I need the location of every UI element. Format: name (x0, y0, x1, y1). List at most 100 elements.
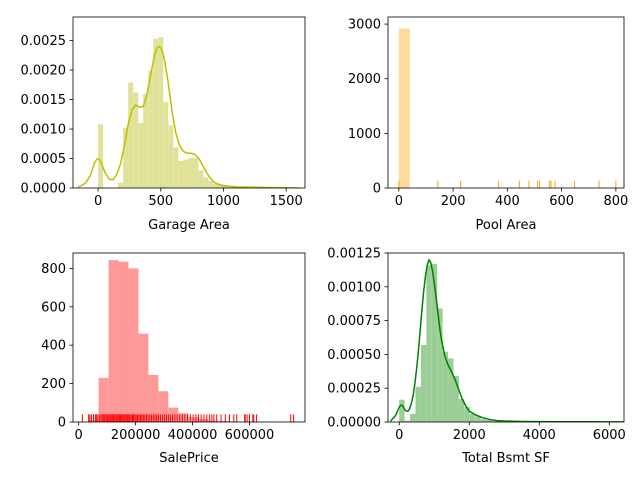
bsmt-bar (486, 419, 492, 422)
bsmt-ytick-label: 0.00050 (327, 348, 381, 363)
garage-bar (123, 127, 129, 188)
garage-bar (158, 37, 164, 188)
saleprice-axes: 0 200000 400000 600000 0 200 400 600 800 (41, 252, 306, 443)
saleprice-xtick-label: 200000 (111, 428, 161, 443)
bsmt-bar (469, 413, 476, 422)
bsmt-plot-area (389, 259, 624, 422)
subplot-saleprice: 0 200000 400000 600000 0 200 400 600 800 SalePri… (41, 252, 306, 466)
saleprice-bar (128, 268, 139, 422)
garage-bar (183, 159, 189, 188)
pool-area-xlabel: Pool Area (476, 218, 537, 233)
garage-bar (193, 157, 199, 188)
pool-xtick-label: 400 (495, 194, 520, 209)
bsmt-bar (480, 419, 487, 422)
bsmt-kde-line (389, 259, 624, 422)
garage-xtick-label: 0 (94, 194, 102, 209)
garage-ytick-label: 0.0005 (21, 152, 67, 167)
garage-plot-area (77, 37, 304, 188)
bsmt-bar (420, 344, 427, 422)
garage-bar (168, 125, 174, 188)
saleprice-bar (148, 374, 159, 422)
saleprice-ytick-label: 400 (41, 339, 66, 354)
saleprice-bar (208, 420, 219, 422)
garage-bar (143, 93, 149, 188)
saleprice-plot-area (81, 260, 298, 422)
bsmt-ytick-label: 0.00000 (327, 416, 381, 431)
garage-ytick-label: 0.0015 (21, 93, 67, 108)
garage-bar (213, 183, 219, 188)
pool-plot-area (398, 28, 617, 188)
garage-ytick-label: 0.0025 (21, 34, 67, 49)
pool-xtick-label: 200 (441, 194, 466, 209)
garage-bar (178, 160, 184, 188)
garage-xtick-label: 500 (148, 194, 173, 209)
saleprice-bar (218, 420, 229, 422)
bsmt-bar (475, 416, 481, 422)
pool-ytick-label: 3000 (348, 18, 381, 33)
pool-xtick-label: 800 (603, 194, 628, 209)
garage-ytick-label: 0.0020 (21, 64, 67, 79)
bsmt-bar (404, 420, 411, 422)
garage-bar (163, 101, 169, 188)
garage-bar (208, 180, 214, 188)
pool-bar (398, 28, 405, 188)
pool-xtick-label: 600 (549, 194, 574, 209)
garage-bar (128, 82, 134, 188)
pool-ytick-label: 1000 (348, 127, 381, 142)
saleprice-bar (118, 261, 129, 422)
subplot-pool-area: 0 200 400 600 800 0 1000 2000 3000 Pool Area (348, 16, 628, 233)
bsmt-bar (464, 407, 470, 422)
subplot-garage-area: 0 500 1000 1500 0.0000 0.0005 0.0010 0.0015 0.00… (21, 16, 306, 233)
bsmt-xtick-label: 2000 (453, 428, 486, 443)
bsmt-ytick-label: 0.00075 (327, 314, 381, 329)
bsmt-bar (448, 358, 454, 422)
bsmt-bar (410, 413, 416, 422)
total-bsmt-sf-xlabel: Total Bsmt SF (461, 451, 550, 466)
garage-xtick-label: 1000 (207, 194, 240, 209)
bsmt-bar (415, 386, 421, 422)
pool-ytick-label: 0 (373, 182, 381, 197)
saleprice-ytick-label: 800 (41, 262, 66, 277)
bsmt-bar (453, 376, 459, 422)
bsmt-xtick-label: 0 (395, 428, 403, 443)
saleprice-bar (138, 333, 149, 422)
pool-ytick-label: 2000 (348, 72, 381, 87)
garage-bar (148, 70, 154, 188)
pool-axes-frame (387, 16, 625, 189)
garage-area-axes: 0 500 1000 1500 0.0000 0.0005 0.0010 0.0015 0.00… (21, 16, 306, 209)
saleprice-bar (98, 377, 109, 422)
garage-kde-line (77, 45, 299, 188)
bsmt-bar (491, 420, 497, 422)
saleprice-xtick-label: 0 (75, 428, 83, 443)
bsmt-xtick-label: 4000 (523, 428, 556, 443)
bsmt-bar (458, 399, 465, 422)
garage-bar (133, 92, 139, 188)
garage-area-xlabel: Garage Area (148, 218, 230, 233)
saleprice-xtick-label: 600000 (225, 428, 275, 443)
saleprice-bar (108, 260, 119, 422)
garage-ytick-label: 0.0010 (21, 123, 67, 138)
saleprice-xtick-label: 400000 (168, 428, 218, 443)
garage-bar (98, 124, 104, 188)
saleprice-bar (158, 391, 169, 422)
bsmt-bar (426, 265, 432, 422)
bsmt-bar (442, 351, 449, 422)
bsmt-axes-frame (387, 252, 625, 423)
garage-bar (188, 157, 194, 188)
garage-bar (203, 177, 209, 188)
garage-xtick-label: 1500 (270, 194, 303, 209)
bsmt-ytick-label: 0.00125 (327, 247, 381, 262)
garage-bar (228, 186, 234, 188)
bsmt-xtick-label: 6000 (593, 428, 626, 443)
saleprice-marks (81, 260, 298, 422)
bsmt-bar (431, 263, 438, 422)
saleprice-ytick-label: 600 (41, 300, 66, 315)
garage-bar (198, 170, 204, 188)
garage-bar (223, 185, 229, 188)
garage-area-marks (77, 37, 304, 188)
garage-bar (153, 38, 159, 188)
saleprice-axes-frame (72, 252, 306, 423)
garage-ytick-label: 0.0000 (21, 182, 67, 197)
